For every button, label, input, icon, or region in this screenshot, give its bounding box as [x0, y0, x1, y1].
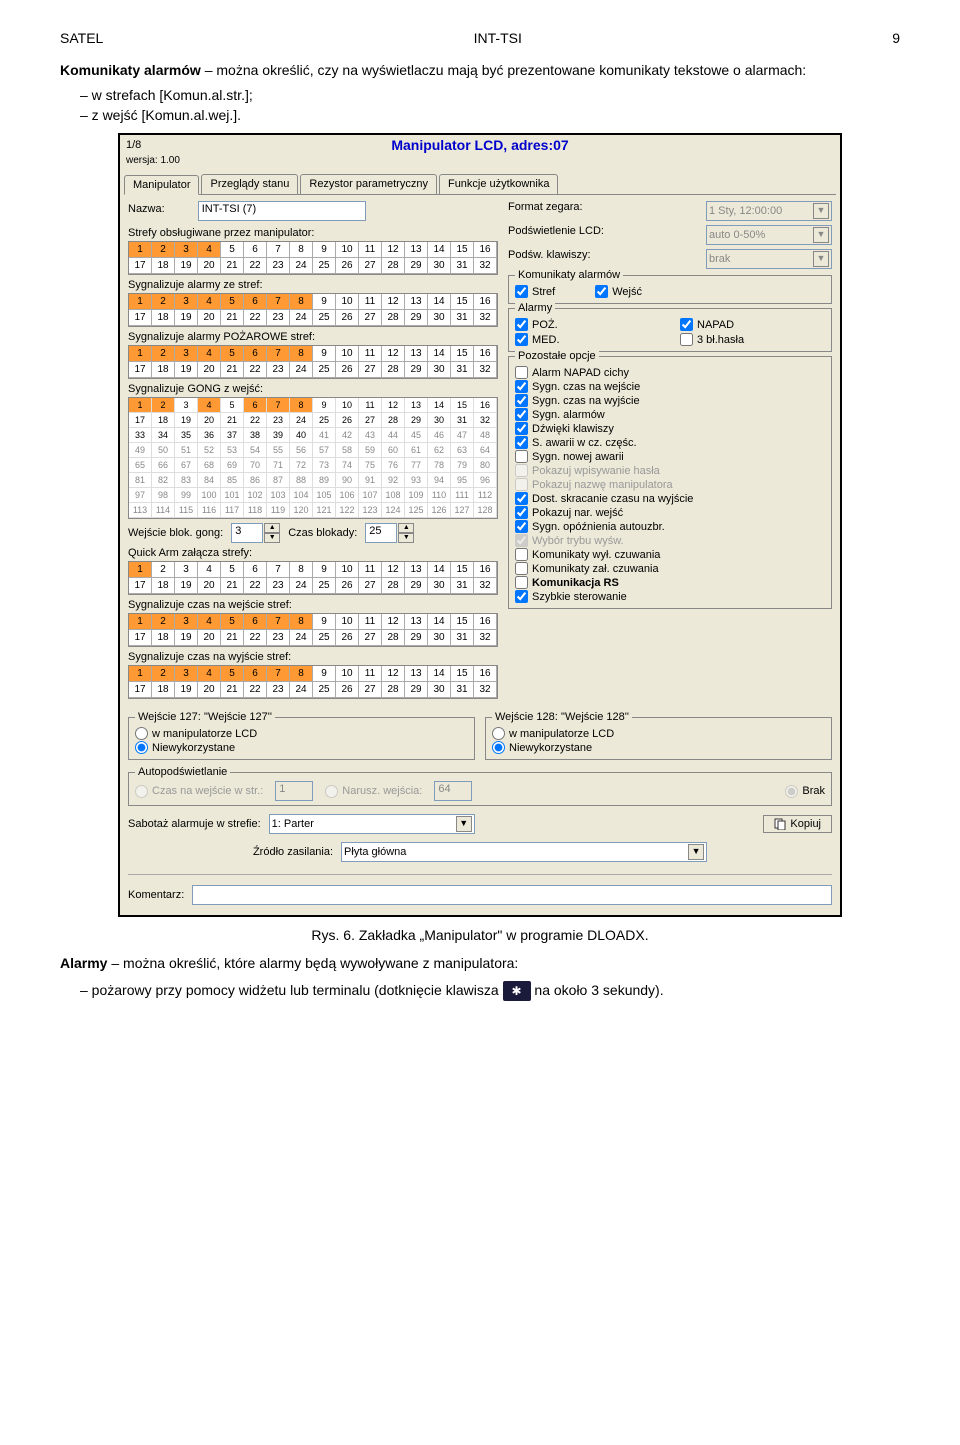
auto-v1: 1 [275, 781, 313, 801]
chk-opcja-1[interactable]: Sygn. czas na wejście [515, 380, 825, 393]
chk-opcja-15[interactable]: Komunikacja RS [515, 576, 825, 589]
header-center: INT-TSI [474, 30, 522, 46]
chk-opcja-7: Pokazuj wpisywanie hasła [515, 464, 825, 477]
sabotaz-label: Sabotaż alarmuje w strefie: [128, 818, 261, 830]
sec6-label: Sygnalizuje czas na wejście stref: [128, 599, 498, 611]
sec5-label: Quick Arm załącza strefy: [128, 547, 498, 559]
chk-opcja-16[interactable]: Szybkie sterowanie [515, 590, 825, 603]
chk-stref[interactable]: Stref [515, 285, 555, 298]
grid-gong[interactable]: 1234567891011121314151617181920212223242… [128, 397, 498, 519]
sec7-label: Sygnalizuje czas na wyjście stref: [128, 651, 498, 663]
keys-label: Podśw. klawiszy: [508, 249, 591, 269]
chk-opcja-12: Wybór trybu wyśw. [515, 534, 825, 547]
sec2-label: Sygnalizuje alarmy ze stref: [128, 279, 498, 291]
rad-w128-none[interactable]: Niewykorzystane [492, 741, 825, 754]
grid-quickarm[interactable]: 1234567891011121314151617181920212223242… [128, 561, 498, 595]
rad-w127-lcd[interactable]: w manipulatorze LCD [135, 727, 468, 740]
tab-1[interactable]: Przeglądy stanu [201, 174, 298, 194]
intro-text: Komunikaty alarmów – można określić, czy… [60, 60, 900, 81]
header-left: SATEL [60, 30, 103, 46]
zrodlo-label: Źródło zasilania: [253, 846, 333, 858]
sec4-label: Sygnalizuje GONG z wejść: [128, 383, 498, 395]
rad-auto-czas[interactable]: Czas na wejście w str.: [135, 785, 263, 798]
figure-caption: Rys. 6. Zakładka „Manipulator" w program… [60, 927, 900, 943]
chk-opcja-11[interactable]: Sygn. opóźnienia autouzbr. [515, 520, 825, 533]
komentarz-label: Komentarz: [128, 889, 184, 901]
chk-napad[interactable]: NAPAD [680, 318, 825, 331]
tab-0[interactable]: Manipulator [124, 175, 199, 195]
fieldset-komunikaty: Komunikaty alarmów Stref Wejść [508, 275, 832, 304]
czas-blok-label: Czas blokady: [288, 527, 357, 539]
sabotaz-dropdown[interactable]: 1: Parter▼ [269, 814, 475, 834]
chk-3bl[interactable]: 3 bł.hasła [680, 333, 825, 346]
chk-opcja-8: Pokazuj nazwę manipulatora [515, 478, 825, 491]
clock-label: Format zegara: [508, 201, 583, 221]
lcd-dropdown[interactable]: auto 0-50%▼ [706, 225, 832, 245]
lcd-label: Podświetlenie LCD: [508, 225, 604, 245]
name-label: Nazwa: [128, 203, 165, 215]
zrodlo-dropdown[interactable]: Płyta główna▼ [341, 842, 707, 862]
grid-czas-wejscie[interactable]: 1234567891011121314151617181920212223242… [128, 613, 498, 647]
sec1-label: Strefy obsługiwane przez manipulator: [128, 227, 498, 239]
dloadx-window: 1/8 Manipulator LCD, adres:07 wersja: 1.… [118, 133, 842, 917]
gong-blok-label: Wejście blok. gong: [128, 527, 223, 539]
window-version: wersja: 1.00 [126, 155, 834, 166]
rad-w128-lcd[interactable]: w manipulatorze LCD [492, 727, 825, 740]
chk-wejsc[interactable]: Wejść [595, 285, 642, 298]
chk-opcja-4[interactable]: Dźwięki klawiszy [515, 422, 825, 435]
header-right: 9 [892, 30, 900, 46]
tab-2[interactable]: Rezystor parametryczny [300, 174, 437, 194]
komentarz-input[interactable] [192, 885, 832, 905]
grid-sygn-alarmy[interactable]: 1234567891011121314151617181920212223242… [128, 293, 498, 327]
keys-dropdown[interactable]: brak▼ [706, 249, 832, 269]
window-title: Manipulator LCD, adres:07 [126, 137, 834, 153]
chk-opcja-9[interactable]: Dost. skracanie czasu na wyjście [515, 492, 825, 505]
grid-czas-wyjscie[interactable]: 1234567891011121314151617181920212223242… [128, 665, 498, 699]
rad-auto-brak[interactable]: Brak [785, 785, 825, 798]
chk-opcja-14[interactable]: Komunikaty zał. czuwania [515, 562, 825, 575]
czas-blok-spinner[interactable]: 25 ▲▼ [365, 523, 414, 543]
tab-3[interactable]: Funkcje użytkownika [439, 174, 559, 194]
chk-opcja-5[interactable]: S. awarii w cz. częśc. [515, 436, 825, 449]
grid-sygn-pozar[interactable]: 1234567891011121314151617181920212223242… [128, 345, 498, 379]
chk-med[interactable]: MED. [515, 333, 660, 346]
star-key-icon: ✱ [503, 981, 531, 1001]
fieldset-w128: Wejście 128: ''Wejście 128'' w manipulat… [485, 717, 832, 760]
alarm-intro: Alarmy – można określić, które alarmy bę… [60, 953, 900, 974]
auto-v2: 64 [434, 781, 472, 801]
chk-opcja-13[interactable]: Komunikaty wył. czuwania [515, 548, 825, 561]
gong-blok-spinner[interactable]: 3 ▲▼ [231, 523, 280, 543]
chk-opcja-6[interactable]: Sygn. nowej awarii [515, 450, 825, 463]
chk-opcja-0[interactable]: Alarm NAPAD cichy [515, 366, 825, 379]
chk-opcja-3[interactable]: Sygn. alarmów [515, 408, 825, 421]
intro-sub-2: – z wejść [Komun.al.wej.]. [80, 107, 900, 123]
fieldset-opcje: Pozostałe opcje Alarm NAPAD cichySygn. c… [508, 356, 832, 609]
rad-auto-narusz[interactable]: Narusz. wejścia: [325, 785, 422, 798]
sec3-label: Sygnalizuje alarmy POŻAROWE stref: [128, 331, 498, 343]
grid-strefy-obslugiwane[interactable]: 1234567891011121314151617181920212223242… [128, 241, 498, 275]
name-input[interactable]: INT-TSI (7) [198, 201, 366, 221]
clock-dropdown[interactable]: 1 Sty, 12:00:00▼ [706, 201, 832, 221]
fieldset-alarmy: Alarmy POŻ. NAPAD MED. 3 bł.hasła [508, 308, 832, 352]
fieldset-w127: Wejście 127: ''Wejście 127'' w manipulat… [128, 717, 475, 760]
fieldset-autopod: Autopodświetlanie Czas na wejście w str.… [128, 772, 832, 806]
chk-opcja-10[interactable]: Pokazuj nar. wejść [515, 506, 825, 519]
kopiuj-button[interactable]: Kopiuj [763, 815, 832, 833]
copy-icon [774, 818, 786, 830]
chk-opcja-2[interactable]: Sygn. czas na wyjście [515, 394, 825, 407]
alarm-sub-1: – pożarowy przy pomocy widżetu lub termi… [80, 980, 900, 1001]
chk-poz[interactable]: POŻ. [515, 318, 660, 331]
rad-w127-none[interactable]: Niewykorzystane [135, 741, 468, 754]
intro-sub-1: – w strefach [Komun.al.str.]; [80, 87, 900, 103]
